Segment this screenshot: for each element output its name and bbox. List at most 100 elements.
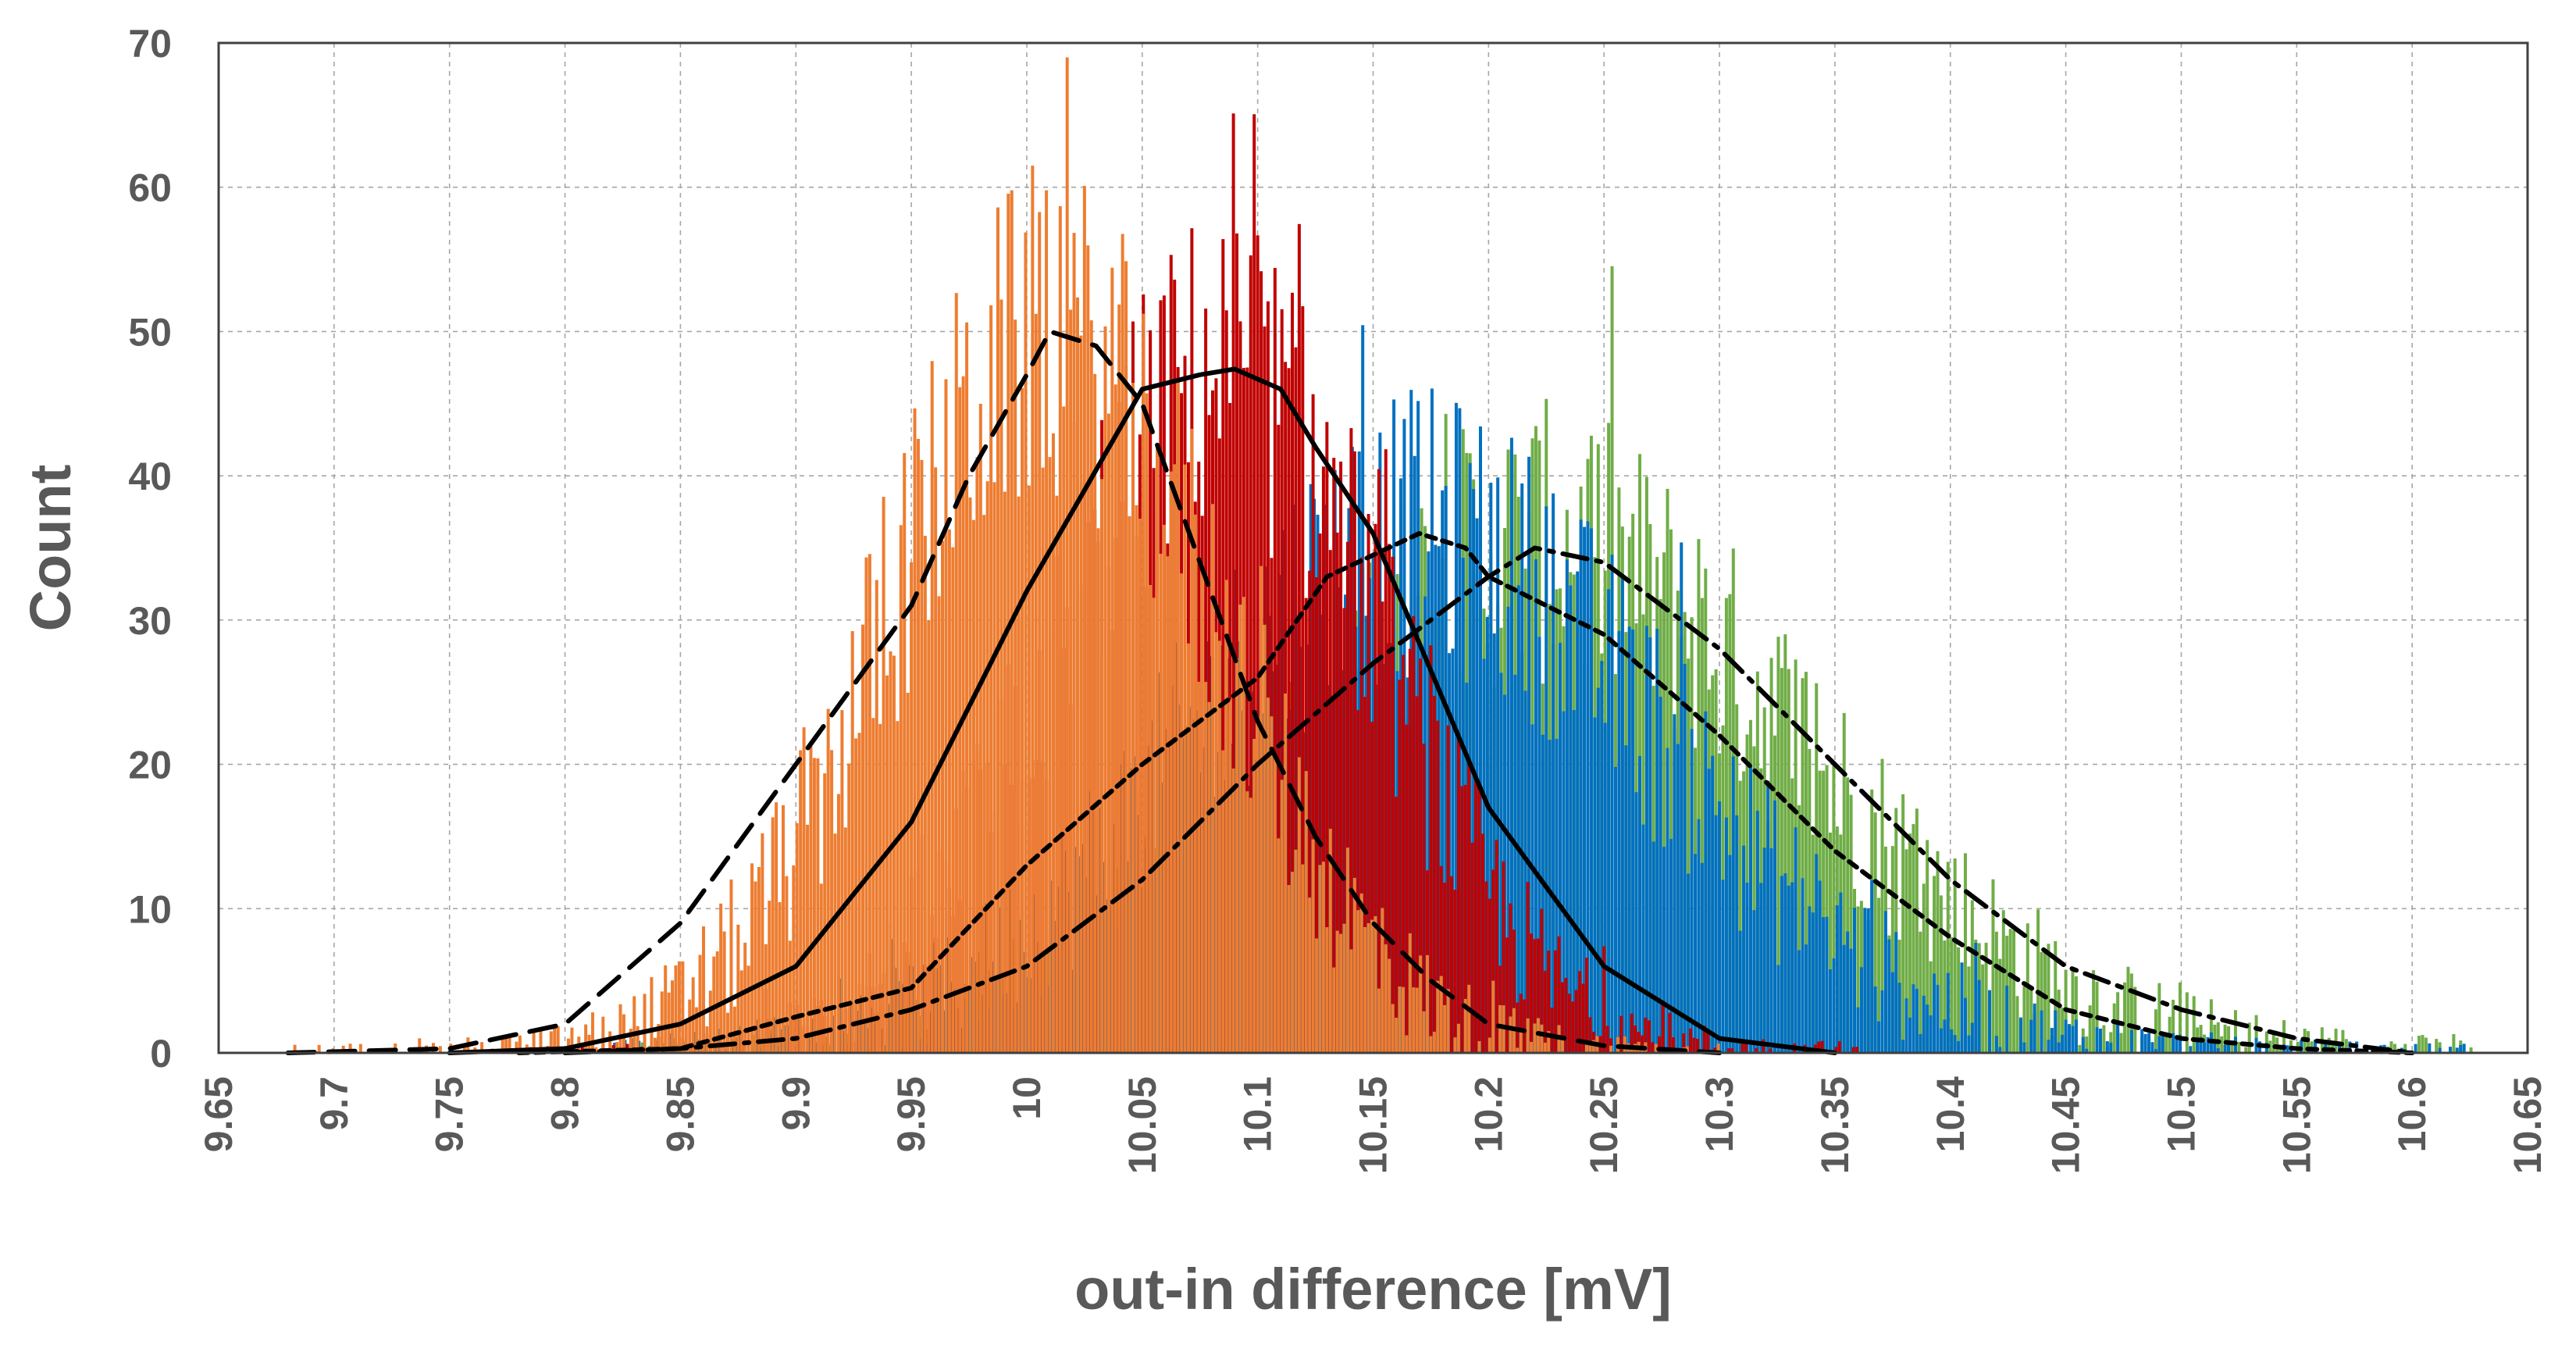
histogram-bar: [508, 1035, 511, 1053]
histogram-bar: [2417, 1036, 2421, 1053]
x-tick-label: 10.6: [2390, 1076, 2434, 1152]
histogram-bar: [1550, 1008, 1554, 1053]
histogram-bar: [608, 1031, 612, 1053]
histogram-bar: [1627, 626, 1631, 1053]
histogram-bar: [1200, 565, 1204, 1053]
histogram-bar: [1880, 990, 1884, 1053]
histogram-bar: [1516, 1047, 1520, 1053]
histogram-bar: [1894, 932, 1898, 1053]
histogram-bar: [1589, 528, 1593, 1053]
histogram-bar: [1412, 987, 1416, 1053]
histogram-bar: [764, 944, 768, 1053]
histogram-bar: [1065, 57, 1069, 1053]
histogram-bar: [930, 361, 934, 1053]
histogram-bar: [1808, 748, 1812, 1053]
histogram-bar: [1422, 1011, 1426, 1053]
histogram-bar: [1762, 847, 1766, 1053]
histogram-bar: [1811, 912, 1815, 1053]
histogram-bar: [812, 758, 816, 1053]
histogram-bar: [1555, 738, 1559, 1053]
histogram-bar: [2286, 1045, 2289, 1053]
histogram-bar: [1308, 897, 1312, 1053]
histogram-bar: [615, 1042, 619, 1053]
histogram-bar: [1512, 929, 1516, 1053]
histogram-bar: [2085, 1048, 2089, 1053]
histogram-bar: [1398, 986, 1402, 1053]
histogram-bar: [1742, 845, 1746, 1053]
histogram-bar: [1655, 628, 1659, 1053]
histogram-bar: [1700, 862, 1704, 1053]
histogram-bar: [1456, 1023, 1460, 1053]
histogram-bar: [1787, 669, 1790, 1053]
histogram-bar: [1825, 765, 1829, 1053]
histogram-bar: [1815, 854, 1819, 1053]
x-tick-label: 10.45: [2044, 1076, 2088, 1174]
histogram-bar: [1926, 840, 1929, 1053]
histogram-bar: [951, 547, 955, 1053]
histogram-bar: [2050, 1028, 2054, 1053]
histogram-bar: [695, 1007, 699, 1053]
histogram-bar: [1287, 368, 1291, 1053]
histogram-bar: [2341, 1029, 2345, 1053]
histogram-bar: [795, 822, 799, 1053]
histogram-bar: [1509, 1016, 1512, 1053]
histogram-bar: [985, 481, 989, 1053]
histogram-bar: [1687, 873, 1691, 1053]
histogram-bar: [1638, 454, 1642, 1053]
histogram-bar: [1912, 824, 1915, 1053]
histogram-bar: [2435, 1039, 2439, 1053]
histogram-bar: [1415, 696, 1419, 1053]
histogram-bar: [2018, 1017, 2022, 1053]
histogram-bar: [1193, 514, 1197, 1053]
histogram-bar: [2264, 1031, 2268, 1053]
y-tick-label: 10: [128, 887, 172, 931]
histogram-bar: [1384, 449, 1388, 1053]
x-tick-label: 9.65: [197, 1076, 240, 1152]
histogram-bar: [1398, 680, 1402, 1053]
histogram-bar: [746, 965, 750, 1053]
histogram-bar: [1640, 1048, 1644, 1053]
histogram-bar: [1444, 486, 1448, 1053]
histogram-bar: [1877, 1021, 1881, 1053]
histogram-bar: [1731, 756, 1735, 1053]
histogram-bar: [1607, 589, 1611, 1053]
histogram-bar: [1541, 734, 1545, 1053]
histogram-bar: [1263, 624, 1267, 1053]
histogram-bar: [1669, 529, 1673, 1053]
histogram-bar: [1506, 606, 1510, 1053]
histogram-bar: [1335, 532, 1339, 1053]
histogram-bar: [504, 1038, 508, 1053]
histogram-bar: [1644, 1017, 1648, 1053]
histogram-bar: [348, 1044, 352, 1053]
histogram-bar: [732, 1006, 736, 1053]
histogram-bar: [1492, 633, 1496, 1053]
histogram-bar: [1436, 720, 1440, 1053]
histogram-bar: [927, 619, 931, 1053]
histogram-bar: [1443, 1004, 1447, 1053]
histogram-bar: [1349, 949, 1353, 1053]
histogram-bar: [1450, 876, 1454, 1053]
histogram-bar: [2237, 1041, 2241, 1053]
histogram-bar: [594, 1047, 598, 1053]
histogram-bar: [1339, 933, 1343, 1053]
histogram-bar: [1700, 598, 1704, 1053]
histogram-bar: [2233, 1010, 2237, 1053]
histogram-bar: [2428, 1043, 2432, 1053]
histogram-bar: [1210, 504, 1214, 1053]
histogram-bar: [1228, 699, 1232, 1053]
histogram-bar: [438, 1046, 442, 1053]
histogram-bar: [1359, 557, 1363, 1053]
histogram-bar: [1783, 634, 1787, 1053]
histogram-bar: [1560, 982, 1564, 1053]
histogram-bar: [1787, 885, 1790, 1053]
histogram-bar: [1673, 714, 1676, 1053]
histogram-bar: [2068, 1024, 2072, 1053]
histogram-bar: [999, 299, 1003, 1053]
histogram-bar: [1131, 383, 1135, 1053]
histogram-bar: [1851, 1047, 1855, 1053]
histogram-bar: [2140, 1029, 2144, 1053]
x-tick-label: 9.85: [658, 1076, 702, 1152]
histogram-bar: [1634, 792, 1638, 1053]
histogram-bar: [1534, 559, 1537, 1053]
histogram-bar: [1388, 544, 1391, 1053]
